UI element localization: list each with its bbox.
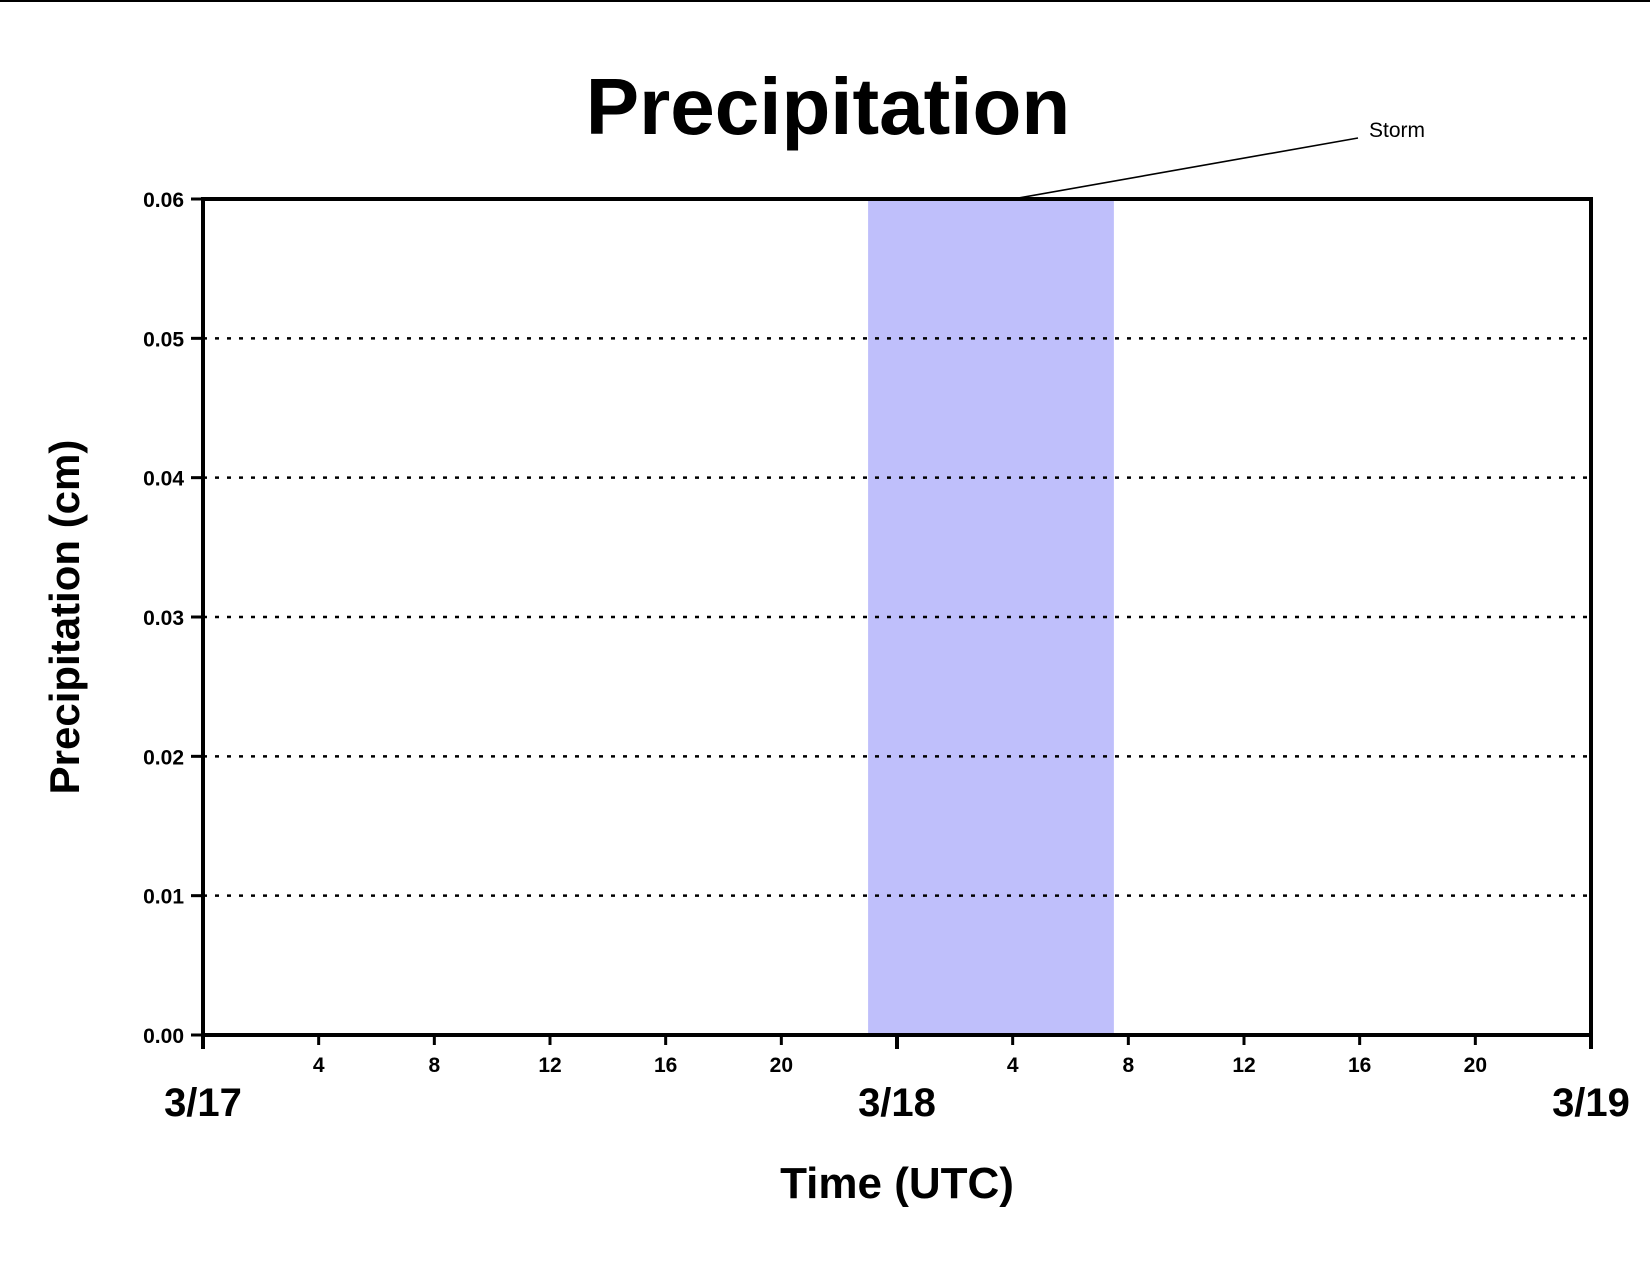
x-tick-label: 4 — [313, 1054, 325, 1077]
storm-annotation-leader — [1012, 137, 1359, 200]
y-tick-label: 0.02 — [143, 746, 184, 769]
x-tick-label: 12 — [1232, 1054, 1255, 1077]
x-axis-label: Time (UTC) — [780, 1159, 1014, 1208]
x-day-label: 3/18 — [858, 1081, 936, 1125]
x-tick-label: 8 — [1122, 1054, 1134, 1077]
storm-shaded-region — [868, 199, 1114, 1035]
x-tick-label: 16 — [654, 1054, 677, 1077]
storm-annotation-label: Storm — [1369, 119, 1425, 142]
y-axis-label: Precipitation (cm) — [41, 440, 88, 795]
y-tick-label: 0.01 — [143, 886, 184, 909]
y-tick-label: 0.00 — [143, 1025, 184, 1048]
y-tick-label: 0.05 — [143, 328, 184, 351]
x-tick-label: 20 — [1464, 1054, 1487, 1077]
x-tick-label: 8 — [428, 1054, 440, 1077]
y-tick-label: 0.06 — [143, 189, 184, 212]
x-tick-label: 20 — [770, 1054, 793, 1077]
x-day-label: 3/17 — [164, 1081, 242, 1125]
y-tick-label: 0.04 — [143, 468, 184, 491]
chart-title: Precipitation — [586, 62, 1071, 151]
x-tick-label: 4 — [1007, 1054, 1019, 1077]
x-tick-label: 12 — [538, 1054, 561, 1077]
x-day-label: 3/19 — [1552, 1081, 1630, 1125]
x-tick-label: 16 — [1348, 1054, 1371, 1077]
y-tick-label: 0.03 — [143, 607, 184, 630]
